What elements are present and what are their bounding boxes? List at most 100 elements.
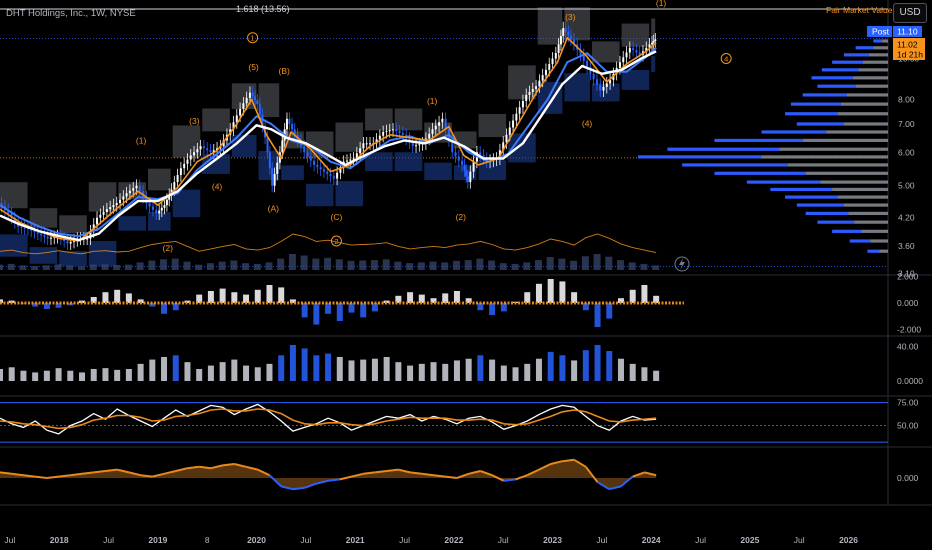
- volume-bar: [652, 265, 660, 270]
- osc2-tick: 40.00: [897, 342, 919, 352]
- osc2-bar: [55, 368, 62, 381]
- volume-bar: [570, 260, 578, 270]
- candle-body: [651, 42, 654, 45]
- volume-bar: [417, 262, 425, 270]
- wave-label: (2): [456, 212, 467, 222]
- candle-body: [554, 53, 557, 59]
- volume-bar: [394, 261, 402, 270]
- candle-body: [176, 175, 179, 183]
- osc2-bar: [114, 369, 121, 381]
- circle-wave-marker: [720, 52, 732, 64]
- currency-button[interactable]: USD: [893, 3, 927, 23]
- candle-body: [461, 160, 464, 165]
- volume-profile-buy-bar: [820, 180, 888, 184]
- volume-bar: [265, 262, 273, 270]
- candle-body: [7, 209, 10, 214]
- osc4-line: [609, 485, 622, 491]
- candle-body: [466, 176, 469, 183]
- histogram-bar: [336, 303, 343, 321]
- candle-body: [322, 169, 325, 172]
- osc2-bar: [535, 358, 542, 381]
- osc4-line: [210, 464, 223, 470]
- volume-bar: [300, 255, 308, 270]
- osc2-tick: 0.0000: [897, 376, 923, 386]
- volume-profile-buy-bar: [838, 112, 888, 116]
- wave-label: (A): [268, 203, 280, 213]
- volume-profile-sell-bar: [855, 46, 874, 50]
- osc2-bar: [172, 355, 179, 381]
- osc2-bar: [477, 355, 484, 381]
- osc4-line: [222, 463, 235, 467]
- price-axis-tick: 5.00: [898, 181, 915, 191]
- candle-body: [89, 231, 92, 239]
- osc4-line: [257, 468, 270, 477]
- last-price-tag: [893, 38, 925, 60]
- time-axis-tick: 2022: [444, 535, 463, 545]
- candle-body: [454, 152, 457, 157]
- wave-label: (B): [278, 66, 290, 76]
- candle-body: [508, 127, 511, 135]
- flash-icon[interactable]: [674, 256, 690, 272]
- candle-body: [254, 96, 257, 101]
- candle-body: [105, 209, 108, 212]
- price-axis-tick: 6.00: [898, 147, 915, 157]
- candle-body: [235, 115, 238, 123]
- candle-body: [438, 122, 441, 126]
- volume-bar: [66, 265, 74, 270]
- volume-bar: [78, 266, 86, 270]
- histogram-bar: [231, 292, 238, 303]
- time-axis-tick: 2018: [50, 535, 69, 545]
- osc4-line: [562, 458, 575, 463]
- histogram-bar: [289, 299, 296, 303]
- fair-value-band-upper: [202, 108, 230, 132]
- volume-bar: [441, 262, 449, 270]
- volume-bar: [382, 259, 390, 270]
- fair-value-band-upper: [592, 41, 620, 63]
- volume-bar: [312, 258, 320, 270]
- volume-bar: [230, 260, 238, 270]
- fair-value-band-upper: [172, 125, 201, 158]
- volume-bar: [218, 261, 226, 270]
- candle-body: [163, 205, 166, 208]
- circle-wave-label: 4: [724, 54, 728, 63]
- histogram-bar: [196, 294, 203, 303]
- candle-body: [395, 129, 398, 132]
- histogram-bar: [395, 295, 402, 303]
- volume-bar: [628, 262, 636, 270]
- volume-profile-sell-bar: [714, 138, 803, 143]
- candle-body: [352, 158, 355, 160]
- volume-bar: [324, 257, 332, 270]
- histogram-bar: [582, 303, 589, 311]
- price-axis-tick: 3.60: [898, 241, 915, 251]
- histogram-bar: [161, 303, 168, 314]
- fair-value-band-lower: [621, 69, 650, 90]
- volume-bar: [253, 263, 261, 270]
- candle-body: [632, 47, 635, 51]
- candle-body: [232, 122, 235, 130]
- candle-body: [26, 228, 29, 230]
- osc2-bar: [430, 362, 437, 381]
- time-axis-tick: Jul: [4, 535, 15, 545]
- candle-body: [239, 108, 242, 116]
- osc4-line: [538, 463, 552, 471]
- osc4-line: [327, 478, 340, 482]
- candle-body: [86, 238, 89, 240]
- candle-body: [23, 227, 26, 229]
- candle-body: [362, 143, 365, 149]
- osc1-tick: 2.000: [897, 272, 919, 282]
- osc2-bar: [453, 360, 460, 381]
- histogram-bar: [442, 293, 449, 303]
- candle-body: [40, 233, 43, 236]
- volume-bar: [183, 261, 191, 270]
- osc2-bar: [0, 369, 3, 381]
- osc2-bar: [231, 359, 238, 381]
- osc4-line: [152, 472, 165, 478]
- candle-body: [654, 39, 657, 42]
- candle-body: [609, 79, 612, 84]
- osc2-bar: [196, 369, 203, 381]
- volume-profile-buy-bar: [861, 229, 888, 233]
- candle-body: [189, 155, 192, 160]
- osc4-line: [526, 468, 540, 477]
- candle-body: [160, 207, 163, 211]
